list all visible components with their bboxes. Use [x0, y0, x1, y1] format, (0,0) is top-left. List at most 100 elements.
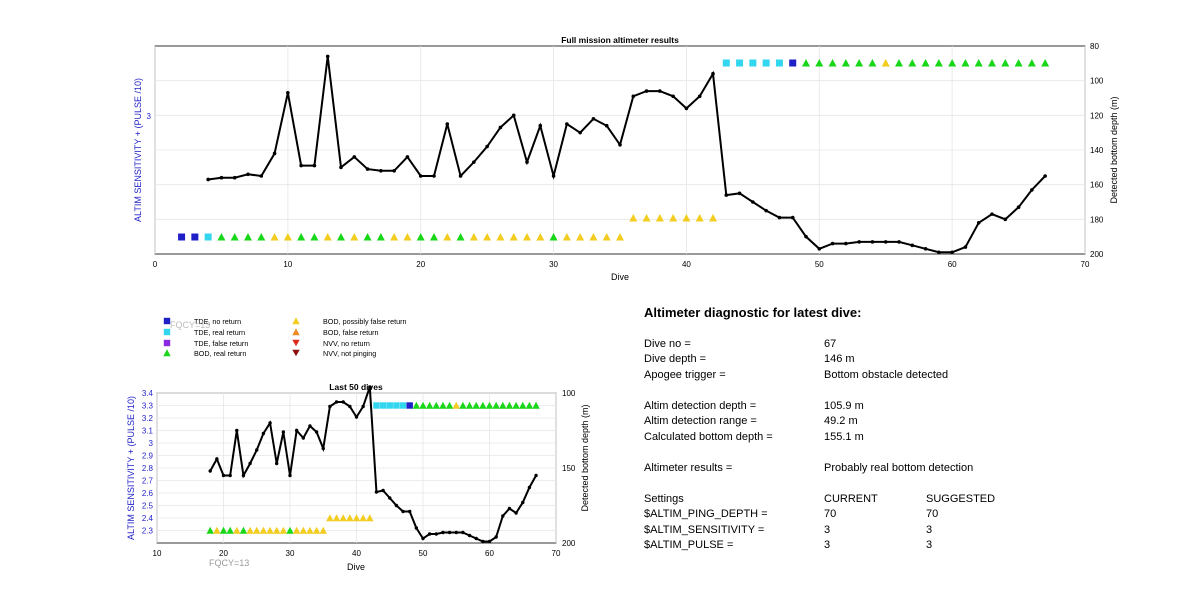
top-marker	[270, 233, 279, 241]
top-marker	[297, 233, 306, 241]
top-marker	[775, 59, 783, 67]
top-depth-point	[392, 169, 396, 173]
top-depth-point	[963, 245, 968, 249]
top-marker	[230, 233, 239, 241]
top-x-tick-label: 20	[416, 260, 425, 269]
apogee-row: Apogee trigger = Bottom obstacle detected	[644, 368, 1064, 384]
top-depth-point	[1043, 174, 1047, 178]
bottom-marker	[366, 514, 374, 522]
apogee-label: Apogee trigger =	[644, 368, 726, 381]
top-marker	[988, 59, 996, 67]
bottom-marker	[219, 526, 228, 534]
bottom-depth-point	[507, 506, 512, 511]
bottom-depth-point	[534, 473, 538, 478]
top-depth-point	[923, 247, 928, 251]
top-marker	[815, 59, 824, 67]
top-marker	[802, 59, 810, 67]
bottom-markers	[206, 401, 540, 534]
top-depth-point	[857, 240, 861, 244]
bottom-right-tick-label: 150	[562, 464, 576, 473]
bottom-marker	[519, 401, 527, 409]
bottom-x-tick-label: 60	[485, 549, 494, 558]
top-marker	[310, 233, 319, 241]
top-marker	[934, 59, 943, 67]
top-depth-point	[1030, 188, 1034, 192]
bottom-depth-point	[481, 539, 485, 544]
bottom-depth-point	[408, 509, 412, 514]
top-depth-point	[790, 215, 795, 220]
top-depth-point	[286, 91, 290, 95]
top-depth-point	[910, 243, 915, 248]
top-depth-point	[631, 94, 636, 99]
top-depth-point	[711, 71, 715, 76]
legend-marker	[292, 339, 300, 347]
top-marker	[709, 214, 717, 222]
bottom-depth-point	[308, 424, 312, 428]
bottom-left-axis-label: ALTIM SENSITIVITY + (PULSE /10)	[126, 396, 136, 540]
top-depth-point	[219, 175, 224, 180]
top-marker	[669, 214, 678, 222]
bottom-depth-point	[334, 400, 339, 404]
bottom-left-tick-label: 2.8	[142, 464, 154, 473]
top-marker	[350, 233, 359, 241]
bottom-depth-point	[348, 404, 352, 409]
bottom-marker	[319, 526, 327, 534]
top-depth-point	[830, 241, 835, 246]
bottom-depth-point	[288, 473, 292, 478]
bottom-right-tick-label: 200	[562, 539, 576, 548]
top-depth-point	[976, 221, 981, 225]
settings-header-row: Settings CURRENT SUGGESTED	[644, 492, 1064, 508]
top-depth-point	[339, 165, 343, 170]
bottom-marker	[326, 514, 334, 522]
legend-label: NVV, no return	[323, 339, 370, 348]
bottom-left-tick-label: 3	[149, 439, 154, 448]
pulse-label: $ALTIM_PULSE =	[644, 539, 734, 551]
top-marker	[562, 233, 571, 241]
top-marker	[789, 59, 797, 67]
bottom-right-ticks: 100 150 200	[562, 389, 576, 548]
legend-marker	[163, 328, 171, 336]
dive-depth-row: Dive depth = 146 m	[644, 352, 1064, 368]
bottom-marker	[226, 526, 234, 534]
top-marker	[337, 233, 345, 241]
pulse-current: 3	[824, 539, 831, 551]
top-depth-point	[591, 117, 596, 121]
bottom-depth-point	[275, 461, 279, 466]
ping-depth-suggested: 70	[926, 508, 939, 520]
bottom-marker	[425, 401, 434, 409]
bottom-depth-point	[434, 532, 438, 536]
bottom-marker	[239, 526, 248, 534]
top-depth-line	[208, 56, 1046, 254]
bottom-marker	[359, 514, 367, 522]
top-depth-point	[804, 234, 808, 239]
bottom-marker	[412, 401, 421, 409]
bottom-marker	[339, 514, 347, 522]
bottom-depth-point	[454, 530, 458, 535]
bottom-fqcy-annotation: FQCY=13	[209, 558, 249, 568]
top-marker	[244, 233, 252, 241]
legend-marker	[292, 349, 300, 357]
bottom-depth-point	[241, 473, 246, 478]
top-marker	[629, 214, 638, 222]
bottom-x-axis-label: Dive	[347, 562, 365, 572]
top-depth-point	[325, 54, 330, 59]
bottom-depth-point	[314, 430, 319, 434]
bottom-depth-point	[294, 428, 299, 433]
apogee-value: Bottom obstacle detected	[824, 368, 949, 381]
top-marker	[841, 59, 850, 67]
top-marker	[895, 59, 903, 67]
top-marker	[483, 233, 492, 241]
bottom-marker	[273, 526, 281, 534]
bottom-marker	[386, 402, 393, 409]
legend-label: TDE, no return	[194, 317, 241, 326]
bottom-left-tick-label: 2.6	[142, 489, 154, 498]
top-marker	[602, 233, 611, 241]
bottom-marker	[332, 514, 341, 522]
top-depth-point	[644, 89, 649, 93]
bottom-depth-point	[427, 532, 432, 536]
bottom-depth-point	[394, 503, 399, 508]
bottom-marker	[452, 401, 460, 409]
top-marker	[509, 233, 518, 241]
bottom-x-tick-label: 70	[552, 549, 561, 558]
top-depth-point	[551, 174, 556, 178]
